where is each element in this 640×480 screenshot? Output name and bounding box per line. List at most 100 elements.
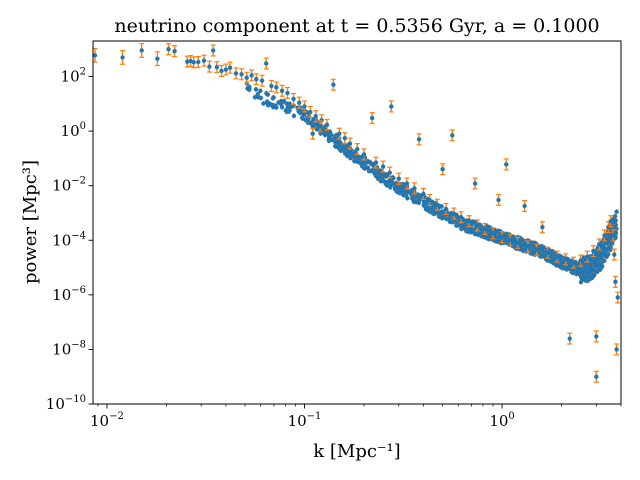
data-point [223,67,229,72]
band-point [530,243,535,248]
data-point [540,225,545,230]
data-point [596,242,602,247]
band-point [541,245,547,251]
data-point [259,78,265,83]
data-point [269,83,274,89]
band-point [276,100,281,105]
data-point [490,231,496,236]
chart-title: neutrino component at t = 0.5356 Gyr, a … [114,15,599,37]
band-point [392,184,398,190]
band-point [576,267,581,272]
band-point [591,267,596,273]
band-point [338,148,343,153]
data-point [563,257,568,262]
data-point [404,181,410,186]
data-point [317,124,323,129]
data-point [244,75,249,80]
y-tick-label: 10−10 [46,394,86,413]
band-point [590,259,596,264]
axes-frame [92,40,622,405]
data-point [443,206,449,212]
band-point [343,151,348,156]
data-point [274,85,279,90]
data-point [120,55,125,60]
band-point [378,179,384,184]
band-point [494,229,499,235]
band-point [403,190,408,195]
data-point [504,162,509,167]
band-point [247,86,252,91]
band-point [459,224,465,229]
band-point [352,158,357,163]
y-tick-label: 10−6 [52,285,86,304]
band-point [551,256,557,262]
band-point [585,270,590,275]
data-point [308,109,313,115]
data-point [207,64,212,69]
data-point [440,167,445,172]
band-point [258,88,263,94]
data-point [525,244,531,249]
data-point [534,247,540,252]
data-point [239,72,244,77]
data-point [172,48,177,54]
data-point [324,122,330,127]
data-point [435,202,440,207]
data-point [591,248,596,254]
band-point [265,101,270,106]
band-point [563,266,569,271]
data-point [139,48,144,53]
band-point [261,101,266,106]
data-point [210,48,216,53]
band-point [255,94,261,100]
band-point [595,256,601,261]
band-point [270,96,276,101]
data-point [285,90,290,96]
band-point [324,131,329,137]
data-point [233,71,239,76]
data-point [347,141,353,146]
data-point [296,100,302,105]
band-point [326,135,332,141]
band-point [612,218,618,224]
data-point [361,152,367,157]
band-point [431,209,436,215]
data-point [412,186,417,191]
band-point [437,214,442,219]
band-point [470,228,476,234]
band-point [604,253,609,259]
band-point [538,247,543,252]
data-point [421,191,426,197]
band-point [606,246,611,251]
data-point [331,82,336,87]
band-point [357,155,362,161]
x-tick-label: 10−2 [90,411,124,430]
band-point [601,251,606,257]
plot-area [93,43,621,383]
band-point [400,184,406,190]
band-point [314,127,320,132]
band-point [437,209,442,215]
data-point [567,336,572,341]
data-point [613,279,618,285]
data-point [291,96,296,102]
y-tick-label: 102 [61,67,86,86]
data-point [578,258,583,263]
band-point [302,111,307,116]
data-point [610,233,616,238]
data-point [380,164,386,169]
x-tick-label: 100 [489,411,514,430]
data-point [612,252,617,257]
data-point [155,56,160,61]
band-point [417,193,422,198]
band-point [597,267,603,272]
data-point [472,181,478,186]
y-tick-label: 10−8 [52,339,86,358]
band-point [271,104,276,110]
band-point [448,218,453,224]
band-point [381,179,387,184]
band-point [318,131,323,136]
band-point [279,105,285,110]
data-point [310,131,315,136]
